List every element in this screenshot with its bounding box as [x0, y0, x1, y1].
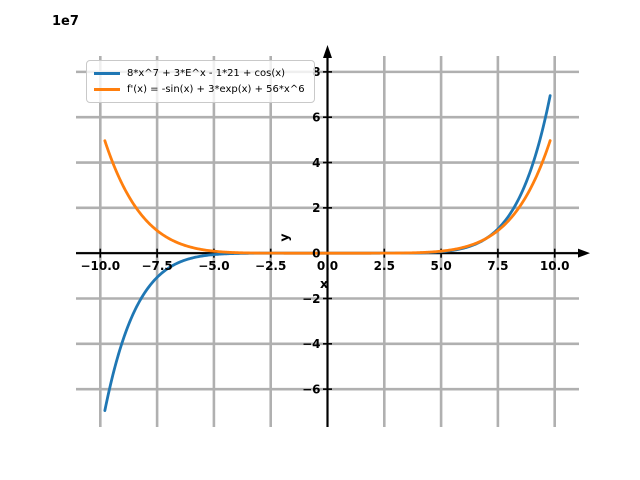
curve-series-1 — [103, 139, 552, 255]
x-tick-label: 5.0 — [430, 259, 451, 273]
y-tick-label: 2 — [312, 201, 320, 215]
legend-label-series-1: f'(x) = -sin(x) + 3*exp(x) + 56*x^6 — [127, 83, 305, 95]
y-tick-label: −2 — [302, 292, 320, 306]
y-tick-label: −4 — [302, 337, 320, 351]
y-axis-arrow-icon — [323, 45, 332, 58]
x-axis-arrow-icon — [578, 248, 590, 258]
y-axis-label: y — [276, 233, 292, 242]
y-tick-label: 6 — [312, 110, 320, 124]
legend-label-series-0: 8*x^7 + 3*E^x - 1*21 + cos(x) — [127, 67, 286, 79]
y-tick-label: 4 — [312, 156, 320, 170]
y-tick-label: −6 — [302, 382, 320, 396]
legend-item: 8*x^7 + 3*E^x - 1*21 + cos(x) — [94, 65, 305, 81]
x-tick-label: −5.0 — [198, 259, 229, 273]
x-axis-label: x — [320, 276, 329, 291]
x-tick-label: 7.5 — [487, 259, 508, 273]
x-tick-label: −7.5 — [141, 259, 172, 273]
y-tick-label: 0 — [312, 246, 320, 260]
x-tick-label: −10.0 — [80, 259, 120, 273]
legend-swatch-series-1 — [94, 87, 120, 91]
y-axis-offset-label: 1e7 — [52, 14, 79, 29]
legend-item: f'(x) = -sin(x) + 3*exp(x) + 56*x^6 — [94, 81, 305, 97]
x-tick-label: 2.5 — [374, 259, 395, 273]
x-tick-label: 10.0 — [540, 259, 570, 273]
x-tick-label: −2.5 — [255, 259, 286, 273]
legend: 8*x^7 + 3*E^x - 1*21 + cos(x) f'(x) = -s… — [86, 60, 315, 103]
y-tick-label: 8 — [312, 65, 320, 79]
legend-swatch-series-0 — [94, 71, 120, 75]
x-tick-label: 0.0 — [317, 259, 338, 273]
